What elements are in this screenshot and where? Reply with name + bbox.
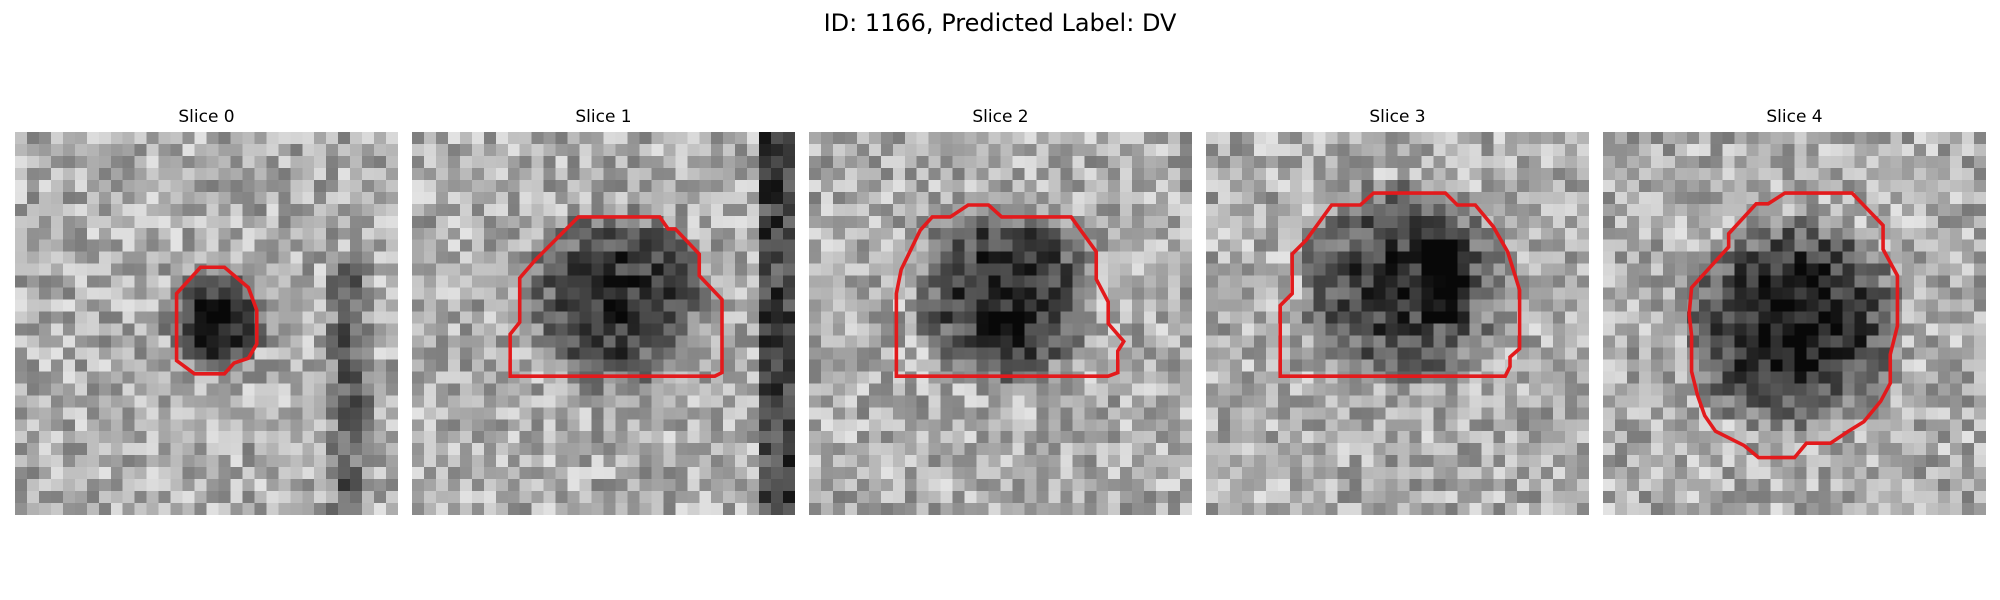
grayscale-pixel-grid <box>15 132 398 515</box>
slice-image <box>1206 132 1589 515</box>
slice-panel-4: Slice 4 <box>1603 104 1986 515</box>
slice-image <box>412 132 795 515</box>
grayscale-pixel-grid <box>1206 132 1589 515</box>
slice-title: Slice 0 <box>15 104 398 132</box>
slice-image <box>15 132 398 515</box>
slice-panel-2: Slice 2 <box>809 104 1192 515</box>
grayscale-pixel-grid <box>412 132 795 515</box>
slice-title: Slice 4 <box>1603 104 1986 132</box>
slice-title: Slice 2 <box>809 104 1192 132</box>
slice-panel-1: Slice 1 <box>412 104 795 515</box>
figure-title: ID: 1166, Predicted Label: DV <box>0 6 2000 40</box>
slice-image <box>1603 132 1986 515</box>
slice-panel-0: Slice 0 <box>15 104 398 515</box>
slice-image <box>809 132 1192 515</box>
slice-panel-3: Slice 3 <box>1206 104 1589 515</box>
grayscale-pixel-grid <box>809 132 1192 515</box>
slice-title: Slice 3 <box>1206 104 1589 132</box>
slice-title: Slice 1 <box>412 104 795 132</box>
